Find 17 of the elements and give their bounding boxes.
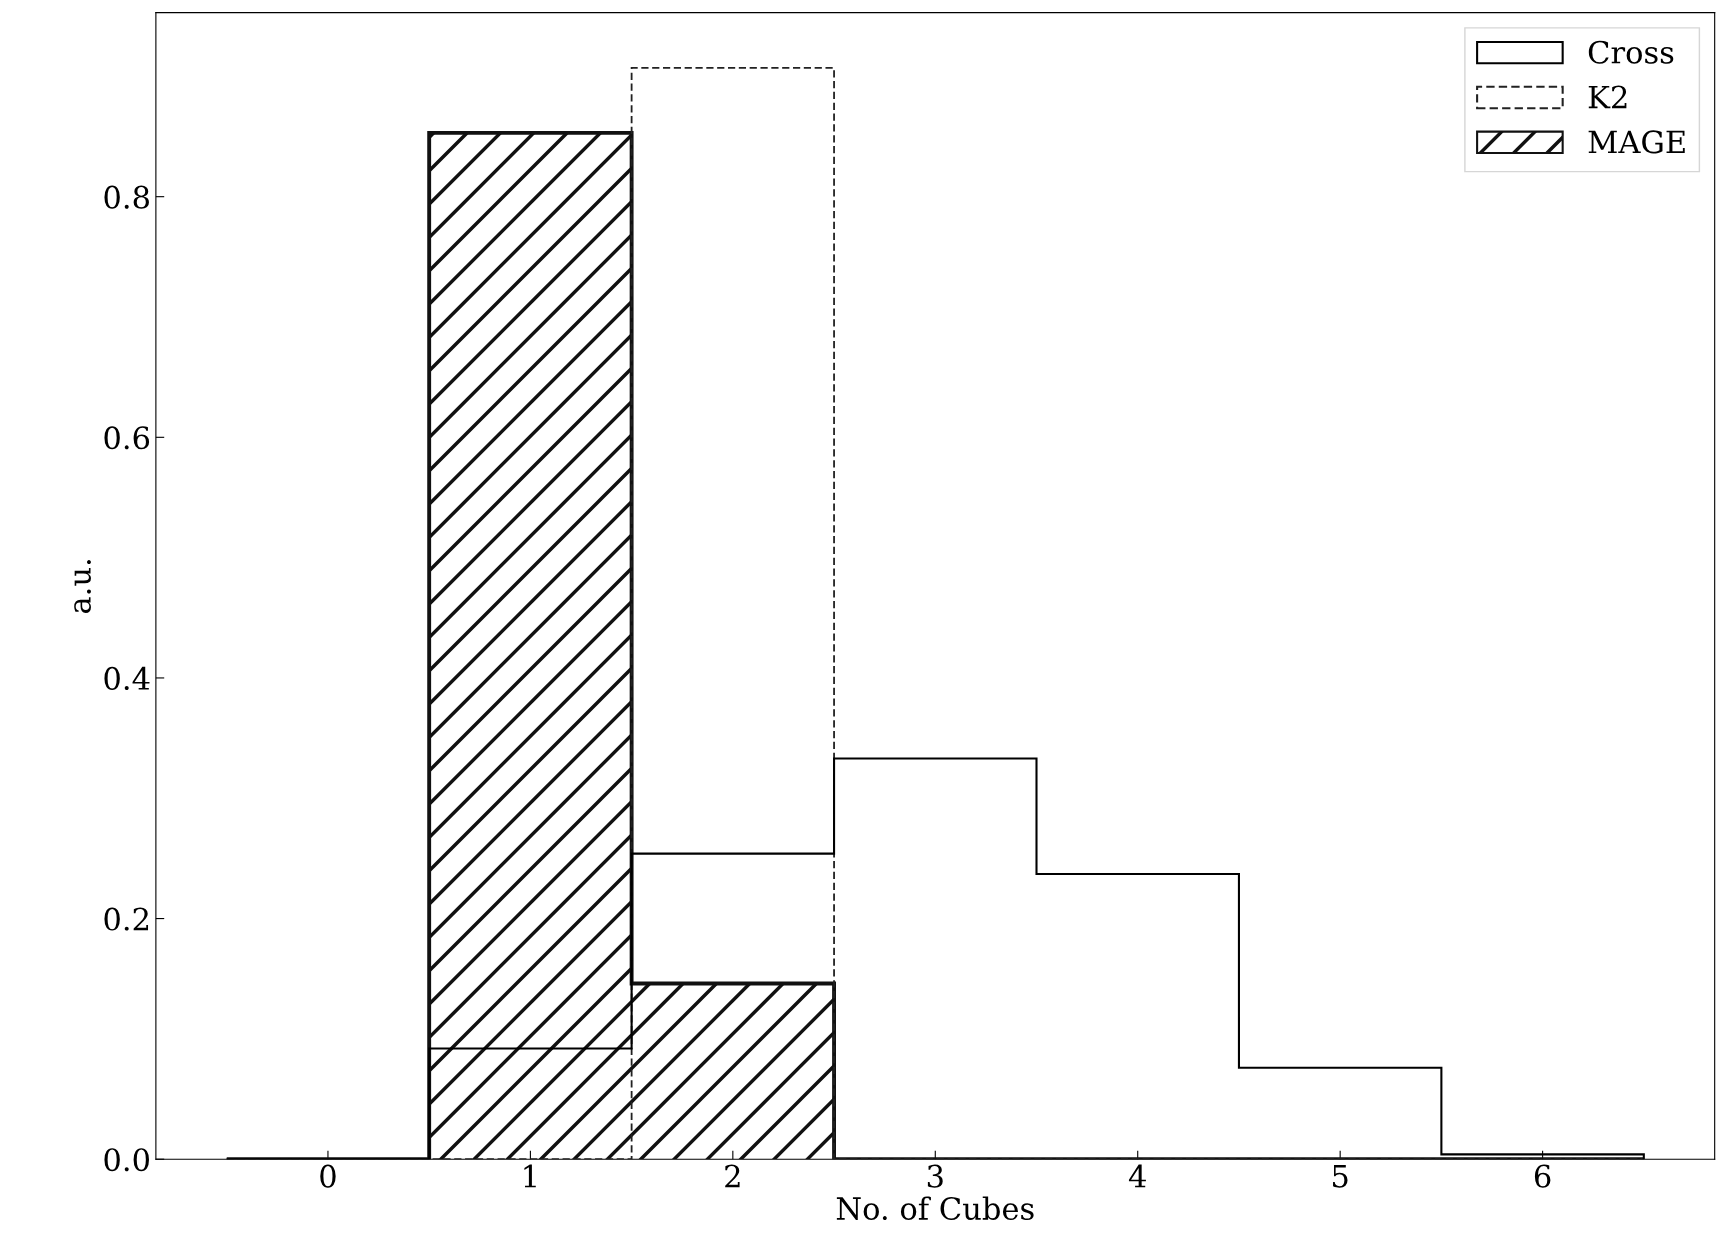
y-tick-label: 0.2 <box>104 907 149 931</box>
x-tick-label: 2 <box>725 1164 740 1188</box>
legend-label: MAGE <box>1588 130 1685 154</box>
y-axis-title: a.u. <box>74 560 91 614</box>
x-tick-label: 3 <box>927 1164 943 1188</box>
y-tick-label: 0.8 <box>104 185 149 209</box>
y-tick-label: 0.6 <box>104 426 150 450</box>
x-axis-title: No. of Cubes <box>836 1196 1034 1221</box>
x-tick-label: 4 <box>1128 1164 1146 1188</box>
legend-label: K2 <box>1588 85 1627 109</box>
x-tick-label: 0 <box>320 1164 336 1188</box>
legend-label: Cross <box>1588 40 1674 64</box>
x-tick-label: 6 <box>1534 1164 1551 1188</box>
y-tick-label: 0.0 <box>104 1148 149 1172</box>
x-tick-label: 1 <box>524 1164 536 1188</box>
y-tick-label: 0.4 <box>104 666 150 690</box>
x-tick-label: 5 <box>1333 1165 1348 1188</box>
